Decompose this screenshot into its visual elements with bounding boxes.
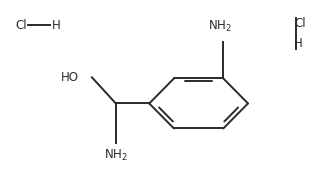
Text: NH$_2$: NH$_2$ bbox=[208, 19, 232, 35]
Text: HO: HO bbox=[61, 71, 79, 84]
Text: Cl: Cl bbox=[294, 17, 306, 30]
Text: H: H bbox=[294, 37, 303, 50]
Text: Cl: Cl bbox=[16, 19, 27, 32]
Text: NH$_2$: NH$_2$ bbox=[104, 148, 128, 163]
Text: H: H bbox=[52, 19, 61, 32]
